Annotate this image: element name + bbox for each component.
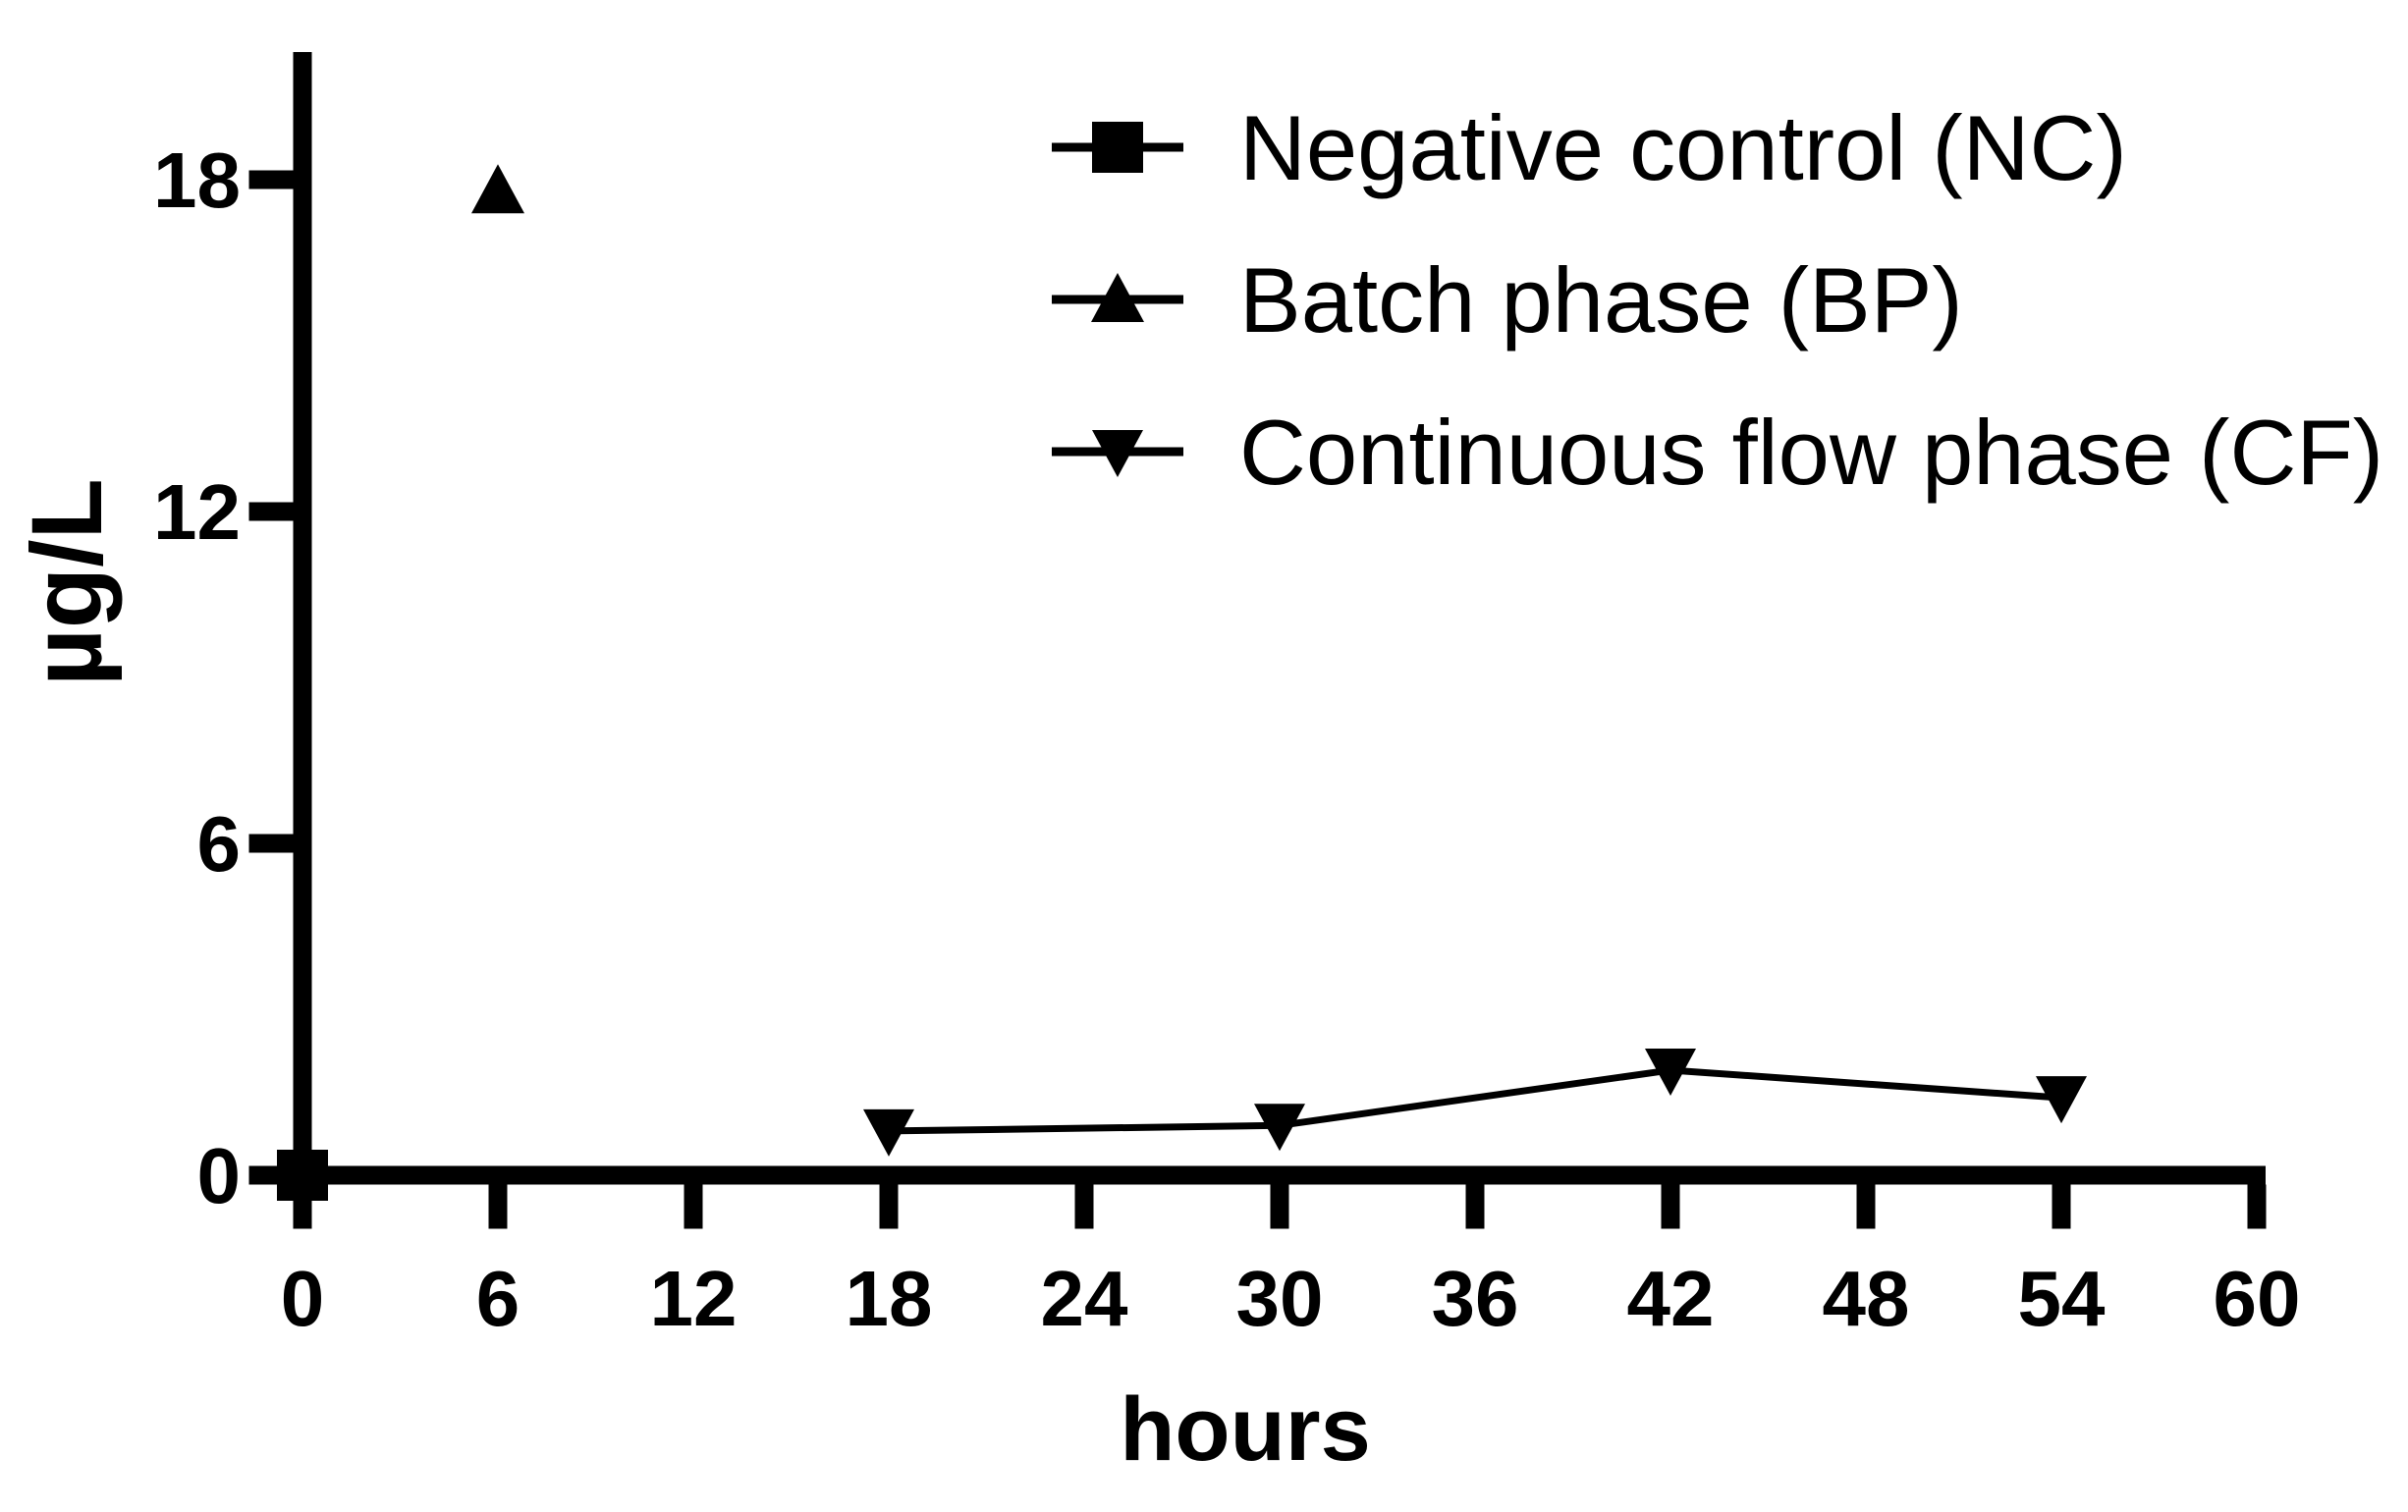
y-tick-label-0: 0 [197,1132,242,1219]
x-tick-12 [684,1184,703,1229]
x-tick-42 [1661,1184,1680,1229]
x-tick-18 [879,1184,899,1229]
legend-marker-2 [1092,430,1143,477]
x-tick-label-36: 36 [1432,1255,1519,1342]
legend-item-1: Batch phase (BP) [1052,248,1963,351]
series-2-marker-2 [1645,1048,1696,1096]
y-axis-title: µg/L [11,478,123,686]
x-tick-36 [1465,1184,1485,1229]
series-2-line [888,1066,2062,1135]
y-tick-label-6: 6 [197,800,242,888]
y-tick-label-18: 18 [153,136,241,224]
x-tick-label-54: 54 [2018,1255,2106,1342]
series-2-marker-3 [2036,1076,2087,1124]
x-axis-title: hours [1120,1379,1371,1480]
series-2-marker-0 [863,1108,914,1157]
y-axis [293,52,312,1185]
x-tick-label-60: 60 [2214,1255,2301,1342]
legend-item-0: Negative control (NC) [1052,96,2127,199]
series-0-marker-0 [277,1150,328,1201]
legend-label-2: Continuous flow phase (CF) [1239,401,2383,504]
x-tick-label-24: 24 [1041,1255,1128,1342]
y-tick-label-12: 12 [153,468,241,556]
x-tick-54 [2052,1184,2071,1229]
legend: Negative control (NC) Batch phase (BP) Con… [1052,96,2383,504]
series-1-marker-0 [471,164,524,214]
legend-marker-1 [1091,273,1144,322]
legend-label-1: Batch phase (BP) [1239,248,1963,351]
x-tick-24 [1074,1184,1094,1229]
x-axis [293,1165,2266,1185]
x-tick-label-12: 12 [650,1255,738,1342]
legend-item-2: Continuous flow phase (CF) [1052,401,2383,504]
legend-label-0: Negative control (NC) [1239,96,2127,199]
x-tick-6 [488,1184,508,1229]
x-tick-48 [1856,1184,1876,1229]
x-tick-60 [2247,1184,2267,1229]
x-tick-label-18: 18 [846,1255,933,1342]
x-tick-label-42: 42 [1627,1255,1715,1342]
plot-area [277,164,2087,1201]
x-tick-label-6: 6 [476,1255,520,1342]
series-2-marker-1 [1254,1104,1305,1152]
y-tick-18 [248,170,294,189]
x-tick-label-30: 30 [1236,1255,1324,1342]
x-tick-label-48: 48 [1823,1255,1910,1342]
x-tick-30 [1270,1184,1289,1229]
y-tick-12 [248,502,294,521]
x-tick-label-0: 0 [281,1255,325,1342]
axes: 0 6 12 18 24 30 36 42 48 54 60 0 6 12 18 [153,52,2300,1342]
legend-marker-0 [1092,122,1143,173]
y-tick-6 [248,834,294,853]
